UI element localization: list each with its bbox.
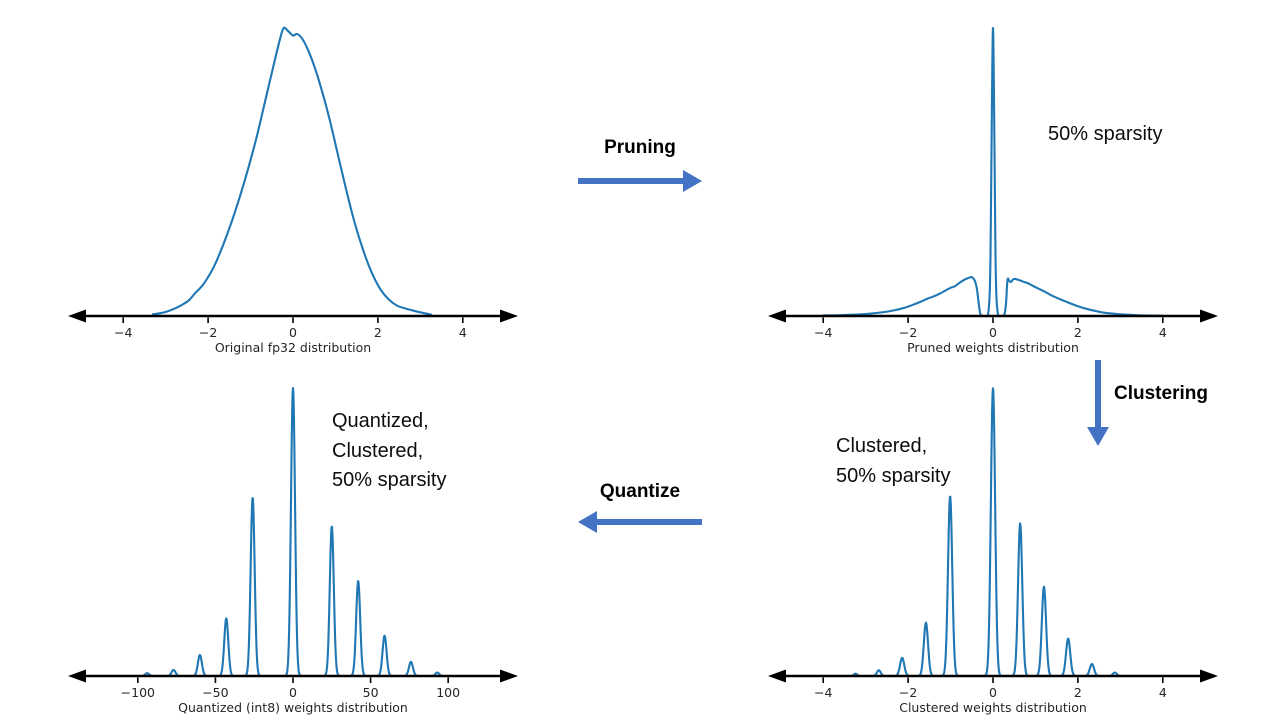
arrow-left-glyph bbox=[578, 511, 702, 533]
tick-label: 4 bbox=[1159, 325, 1167, 340]
clustered-weights-plot: −4 −2 0 2 4 Clustered weights distribution bbox=[768, 387, 1218, 715]
distribution-curve bbox=[151, 26, 433, 316]
axis-arrow-right-icon bbox=[1200, 309, 1218, 323]
tick-label: 0 bbox=[989, 685, 997, 700]
tick-label: 100 bbox=[436, 685, 460, 700]
tick-label: −50 bbox=[202, 685, 228, 700]
chart-clustered-weights-distribution: −4 −2 0 2 4 Clustered weights distribution bbox=[758, 382, 1228, 720]
clustering-arrow-down-icon bbox=[1085, 356, 1111, 448]
tick-label: −2 bbox=[899, 325, 917, 340]
quantized-sparsity-note: Quantized, Clustered, 50% sparsity bbox=[332, 410, 447, 491]
quantize-label: Quantize bbox=[599, 481, 681, 502]
tick-label: 0 bbox=[289, 685, 297, 700]
x-axis-label: Original fp32 distribution bbox=[215, 340, 371, 355]
arrow-down-glyph bbox=[1087, 360, 1109, 446]
chart-quantized-int8-weights-distribution: −100 −50 0 50 100 Quantized (int8) weights di… bbox=[58, 382, 528, 720]
tick-label: 2 bbox=[1074, 325, 1082, 340]
axis-arrow-right-icon bbox=[500, 309, 518, 323]
distribution-curve bbox=[822, 26, 1164, 318]
quantize-arrow-left-icon bbox=[576, 509, 704, 535]
pruning-label: Pruning bbox=[604, 137, 676, 158]
clustered-sparsity-note: Clustered, 50% sparsity bbox=[836, 435, 951, 487]
quantized-int8-weights-plot: −100 −50 0 50 100 Quantized (int8) weights di… bbox=[68, 386, 518, 715]
tick-label: 4 bbox=[459, 325, 467, 340]
axis-arrow-left-icon bbox=[768, 669, 786, 683]
arrow-right-glyph bbox=[578, 170, 702, 192]
tick-label: −4 bbox=[814, 325, 832, 340]
tick-label: −4 bbox=[814, 685, 832, 700]
x-axis-label: Quantized (int8) weights distribution bbox=[178, 700, 408, 715]
x-axis: −4 −2 0 2 4 Original fp32 distribution bbox=[68, 309, 518, 355]
tick-label: −2 bbox=[899, 685, 917, 700]
distribution-curve bbox=[116, 386, 470, 678]
pruning-arrow-right-icon bbox=[576, 168, 704, 194]
chart-original-fp32-distribution: −4 −2 0 2 4 Original fp32 distribution bbox=[58, 6, 528, 360]
x-axis: −100 −50 0 50 100 Quantized (int8) weights di… bbox=[68, 669, 518, 715]
tick-label: −100 bbox=[121, 685, 155, 700]
tick-label: 2 bbox=[1074, 685, 1082, 700]
x-axis-label: Clustered weights distribution bbox=[899, 700, 1087, 715]
x-axis-label: Pruned weights distribution bbox=[907, 340, 1079, 355]
original-fp32-plot: −4 −2 0 2 4 Original fp32 distribution bbox=[68, 26, 518, 355]
tick-label: −4 bbox=[114, 325, 132, 340]
axis-arrow-right-icon bbox=[500, 669, 518, 683]
tick-label: 2 bbox=[374, 325, 382, 340]
axis-arrow-right-icon bbox=[1200, 669, 1218, 683]
tick-label: 4 bbox=[1159, 685, 1167, 700]
clustering-label: Clustering bbox=[1114, 383, 1208, 404]
pruned-sparsity-note: 50% sparsity bbox=[1048, 123, 1163, 145]
axis-arrow-left-icon bbox=[68, 309, 86, 323]
tick-label: 0 bbox=[989, 325, 997, 340]
chart-pruned-weights-distribution: −4 −2 0 2 4 Pruned weights distribution bbox=[758, 6, 1228, 360]
axis-arrow-left-icon bbox=[768, 309, 786, 323]
x-axis: −4 −2 0 2 4 Clustered weights distribution bbox=[768, 669, 1218, 715]
pruned-weights-plot: −4 −2 0 2 4 Pruned weights distribution bbox=[768, 26, 1218, 355]
tick-label: 50 bbox=[363, 685, 379, 700]
tick-label: 0 bbox=[289, 325, 297, 340]
x-axis: −4 −2 0 2 4 Pruned weights distribution bbox=[768, 309, 1218, 355]
axis-arrow-left-icon bbox=[68, 669, 86, 683]
tick-label: −2 bbox=[199, 325, 217, 340]
